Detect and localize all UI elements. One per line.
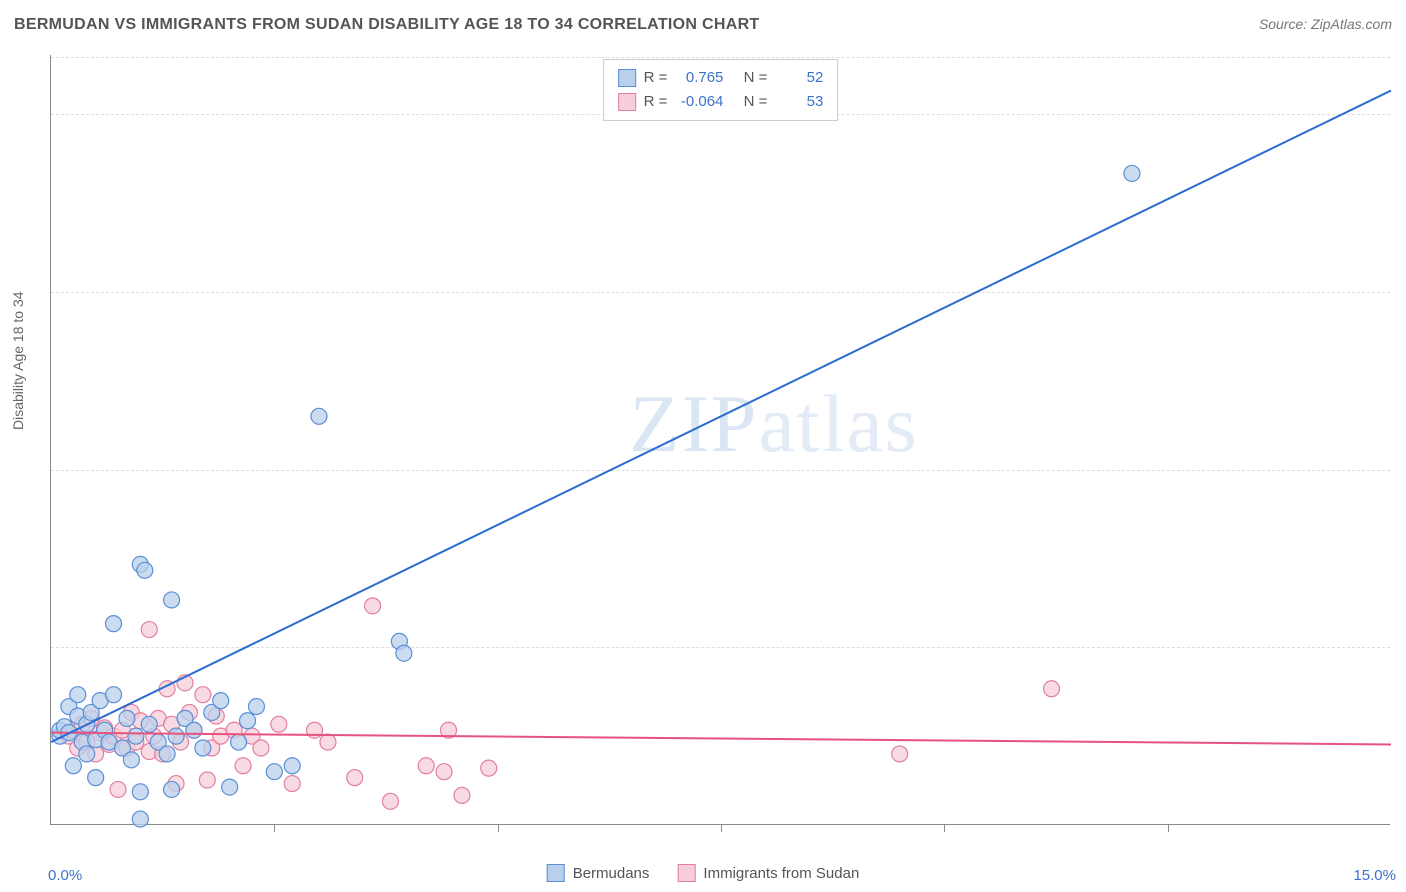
stat-n-label: N = — [744, 90, 768, 114]
chart-plot-area: ZIPatlas R = 0.765 N = 52 R = -0.064 N =… — [50, 55, 1390, 825]
x-axis-max-label: 15.0% — [1353, 867, 1396, 884]
legend-item-bermudans: Bermudans — [547, 864, 650, 882]
stat-r-label: R = — [644, 66, 668, 90]
swatch-sudan — [618, 93, 636, 111]
legend-item-sudan: Immigrants from Sudan — [677, 864, 859, 882]
chart-title: BERMUDAN VS IMMIGRANTS FROM SUDAN DISABI… — [14, 16, 760, 34]
stat-n-value-1: 52 — [775, 66, 823, 90]
series-legend: Bermudans Immigrants from Sudan — [547, 864, 860, 882]
y-tick-label: 45.0% — [1398, 283, 1406, 300]
stat-n-label: N = — [744, 66, 768, 90]
source-prefix: Source: — [1259, 16, 1311, 32]
y-axis-label: Disability Age 18 to 34 — [10, 291, 26, 430]
legend-swatch-sudan — [677, 864, 695, 882]
y-tick-label: 60.0% — [1398, 106, 1406, 123]
stat-n-value-2: 53 — [775, 90, 823, 114]
correlation-stats-box: R = 0.765 N = 52 R = -0.064 N = 53 — [603, 59, 839, 121]
scatter-plot-svg — [51, 55, 1390, 824]
stats-row-series-2: R = -0.064 N = 53 — [618, 90, 824, 114]
y-tick-label: 15.0% — [1398, 639, 1406, 656]
stat-r-value-1: 0.765 — [675, 66, 723, 90]
legend-label-sudan: Immigrants from Sudan — [703, 865, 859, 882]
legend-swatch-bermudans — [547, 864, 565, 882]
stats-row-series-1: R = 0.765 N = 52 — [618, 66, 824, 90]
source-attribution: Source: ZipAtlas.com — [1259, 16, 1392, 32]
stat-r-value-2: -0.064 — [675, 90, 723, 114]
source-name: ZipAtlas.com — [1311, 16, 1392, 32]
y-tick-label: 30.0% — [1398, 461, 1406, 478]
stat-r-label: R = — [644, 90, 668, 114]
legend-label-bermudans: Bermudans — [573, 865, 650, 882]
swatch-bermudans — [618, 69, 636, 87]
x-axis-origin-label: 0.0% — [48, 867, 82, 884]
